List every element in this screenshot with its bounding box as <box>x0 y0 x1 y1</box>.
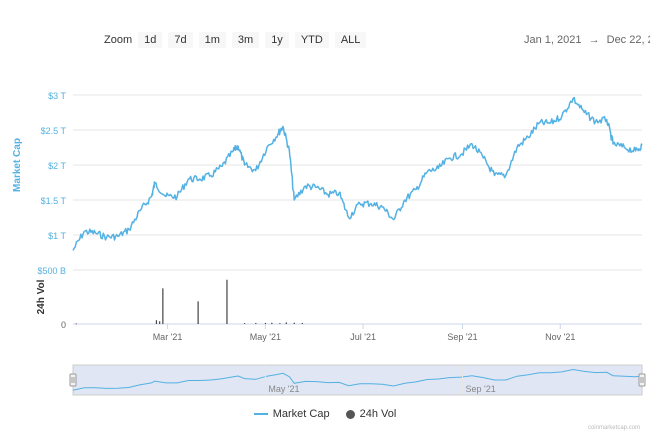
legend: Market Cap 24h Vol <box>0 408 650 420</box>
xtick-label: Sep '21 <box>447 332 477 342</box>
navigator-xtick-label: May '21 <box>268 384 299 394</box>
zoom-all-button[interactable]: ALL <box>334 32 367 48</box>
zoom-selector: Zoom 1d 7d 1m 3m 1y YTD ALL <box>104 32 372 48</box>
legend-line-symbol <box>253 413 268 415</box>
volume-bar <box>197 301 199 324</box>
ylabel-24h-vol: 24h Vol <box>36 279 47 314</box>
zoom-1y-button[interactable]: 1y <box>265 32 289 48</box>
date-to-input[interactable]: Dec 22, 2021 <box>606 34 650 46</box>
volume-bar <box>75 323 77 325</box>
zoom-1m-button[interactable]: 1m <box>198 32 226 48</box>
legend-item-market-cap[interactable]: Market Cap <box>253 408 330 420</box>
credit-text: coinmarketcap.com <box>587 425 640 431</box>
volume-bar <box>279 323 281 324</box>
zoom-3m-button[interactable]: 3m <box>231 32 260 48</box>
ytick-label: $2 T <box>48 161 66 171</box>
vol-ytick-label: $500 B <box>37 266 66 276</box>
ytick-label: $1 T <box>48 231 66 241</box>
volume-bar <box>159 321 161 324</box>
ytick-label: $3 T <box>48 91 66 101</box>
legend-label-24h-vol: 24h Vol <box>359 408 397 420</box>
navigator-series <box>72 368 643 391</box>
ylabel-market-cap: Market Cap <box>12 138 23 192</box>
volume-bar <box>264 322 267 324</box>
legend-label-market-cap: Market Cap <box>272 408 330 420</box>
xtick-label: Jul '21 <box>350 332 376 342</box>
volume-bar <box>155 320 158 324</box>
volume-bar <box>162 288 164 324</box>
volume-bar <box>301 322 303 324</box>
series-line-market-cap <box>72 96 643 251</box>
vol-ytick-label: 0 <box>61 320 66 330</box>
navigator-handle-right[interactable] <box>638 373 646 387</box>
zoom-1d-button[interactable]: 1d <box>138 32 163 48</box>
xtick-label: Nov '21 <box>545 332 575 342</box>
zoom-7d-button[interactable]: 7d <box>168 32 193 48</box>
date-from-input[interactable]: Jan 1, 2021 <box>524 34 582 46</box>
volume-bar <box>255 322 257 324</box>
date-range: Jan 1, 2021 → Dec 22, 2021 <box>524 34 650 46</box>
volume-bar <box>293 322 295 324</box>
navigator-xtick-label: Sep '21 <box>465 384 495 394</box>
volume-bar <box>271 322 273 324</box>
volume-bar <box>226 279 228 324</box>
ytick-label: $1.5 T <box>41 196 67 206</box>
navigator-mask <box>72 364 643 396</box>
xtick-label: Mar '21 <box>153 332 183 342</box>
legend-dot-symbol <box>345 409 355 419</box>
volume-bar <box>244 323 246 324</box>
zoom-ytd-button[interactable]: YTD <box>294 32 329 48</box>
zoom-label: Zoom <box>104 34 133 46</box>
ytick-label: $2.5 T <box>41 126 67 136</box>
legend-item-24h-vol[interactable]: 24h Vol <box>345 408 397 420</box>
navigator-handle-left[interactable] <box>69 373 77 387</box>
date-arrow: → <box>588 34 600 46</box>
xtick-label: May '21 <box>250 332 281 342</box>
volume-bar <box>285 322 287 324</box>
